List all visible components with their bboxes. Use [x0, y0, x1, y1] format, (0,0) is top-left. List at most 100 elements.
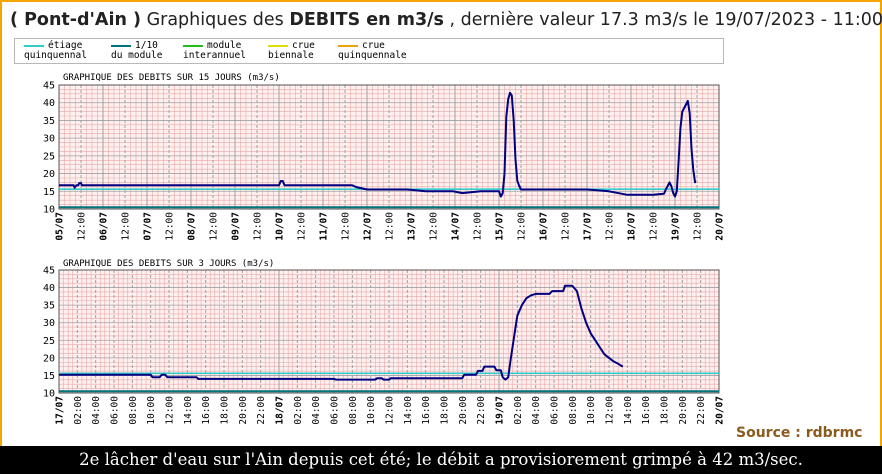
x-tick-label: 13/07: [407, 212, 418, 241]
title-prefix: Graphiques des: [141, 10, 290, 30]
x-tick-label: 16:00: [201, 396, 212, 425]
x-tick-label: 05/07: [55, 212, 66, 241]
legend-line2: interannuel: [183, 50, 246, 61]
legend-line1: étiage: [48, 40, 83, 51]
x-tick-label: 10:00: [366, 396, 377, 425]
x-tick-label: 10:00: [586, 396, 597, 425]
legend-swatch-crue-biennale: [268, 44, 288, 47]
y-tick-label: 25: [43, 336, 55, 347]
x-tick-label: 15/07: [495, 212, 506, 241]
y-tick-label: 30: [43, 318, 55, 329]
x-tick-label: 12:00: [561, 212, 572, 241]
x-tick-label: 12/07: [363, 212, 374, 241]
x-tick-label: 18:00: [660, 396, 671, 425]
legend-swatch-dixieme-module: [111, 44, 131, 47]
y-tick-label: 20: [43, 169, 55, 180]
x-tick-label: 04:00: [91, 396, 102, 425]
y-tick-label: 45: [43, 81, 55, 92]
x-tick-label: 12:00: [121, 212, 132, 241]
station-name: ( Pont-d'Ain ): [10, 10, 142, 30]
source-credit: Source : rdbrmc: [736, 425, 863, 441]
legend-line1: 1/10: [135, 40, 158, 51]
y-tick-label: 10: [43, 389, 55, 400]
x-tick-label: 19/07: [671, 212, 682, 241]
y-tick-label: 20: [43, 353, 55, 364]
y-tick-label: 30: [43, 134, 55, 145]
x-tick-label: 17/07: [583, 212, 594, 241]
legend-item-crue-quinquennale: crue quinquennale: [338, 41, 407, 61]
chart-title: GRAPHIQUE DES DEBITS SUR 3 JOURS (m3/s): [63, 259, 274, 269]
legend-item-etiage: étiage quinquennal: [24, 41, 87, 61]
x-tick-label: 02:00: [513, 396, 524, 425]
y-tick-label: 15: [43, 187, 55, 198]
x-tick-label: 06:00: [550, 396, 561, 425]
x-tick-label: 22:00: [696, 396, 707, 425]
chart-3-jours: GRAPHIQUE DES DEBITS SUR 3 JOURS (m3/s) 1…: [43, 259, 726, 425]
y-tick-label: 35: [43, 116, 55, 127]
x-tick-label: 08/07: [187, 212, 198, 241]
legend-line2: biennale: [268, 50, 314, 61]
x-tick-label: 12:00: [385, 396, 396, 425]
x-tick-label: 12:00: [605, 212, 616, 241]
legend-item-module: module interannuel: [183, 41, 246, 61]
x-tick-label: 08:00: [568, 396, 579, 425]
x-tick-label: 16/07: [539, 212, 550, 241]
legend-item-dixieme-module: 1/10 du module: [111, 41, 162, 61]
x-tick-label: 06:00: [330, 396, 341, 425]
x-tick-label: 20:00: [678, 396, 689, 425]
x-tick-label: 18:00: [220, 396, 231, 425]
chart-title: GRAPHIQUE DES DEBITS SUR 15 JOURS (m3/s): [63, 73, 280, 83]
x-tick-label: 10:00: [146, 396, 157, 425]
x-tick-label: 22:00: [256, 396, 267, 425]
x-tick-label: 16:00: [421, 396, 432, 425]
y-tick-label: 35: [43, 301, 55, 312]
x-tick-label: 02:00: [73, 396, 84, 425]
debit-series-line: [59, 91, 697, 198]
y-tick-label: 45: [43, 266, 55, 277]
x-tick-label: 20:00: [238, 396, 249, 425]
x-tick-label: 12:00: [649, 212, 660, 241]
page-title: ( Pont-d'Ain ) Graphiques des DEBITS en …: [10, 10, 882, 30]
debit-series-line: [59, 284, 624, 381]
x-tick-label: 12:00: [605, 396, 616, 425]
legend-line1: crue: [292, 40, 315, 51]
legend-line2: quinquennal: [24, 50, 87, 61]
x-tick-label: 09/07: [231, 212, 242, 241]
x-tick-label: 16:00: [641, 396, 652, 425]
legend-line2: du module: [111, 50, 163, 61]
chart-15-jours: GRAPHIQUE DES DEBITS SUR 15 JOURS (m3/s)…: [43, 73, 726, 241]
legend-line1: module: [207, 40, 242, 51]
x-tick-label: 14/07: [451, 212, 462, 241]
title-suffix: , dernière valeur 17.3 m3/s le 19/07/202…: [443, 10, 882, 30]
x-tick-label: 12:00: [473, 212, 484, 241]
x-tick-label: 12:00: [165, 212, 176, 241]
legend-swatch-etiage: [24, 44, 44, 47]
x-tick-label: 12:00: [165, 396, 176, 425]
x-tick-label: 12:00: [341, 212, 352, 241]
x-tick-label: 12:00: [209, 212, 220, 241]
plot-frame: [58, 269, 720, 394]
x-tick-label: 14:00: [403, 396, 414, 425]
x-tick-label: 12:00: [517, 212, 528, 241]
x-tick-label: 20/07: [715, 396, 726, 425]
x-tick-label: 18/07: [627, 212, 638, 241]
legend-swatch-crue-quinquennale: [338, 44, 358, 47]
x-tick-label: 02:00: [293, 396, 304, 425]
charts-canvas: GRAPHIQUE DES DEBITS SUR 15 JOURS (m3/s)…: [43, 73, 726, 425]
x-tick-label: 22:00: [476, 396, 487, 425]
y-tick-label: 25: [43, 151, 55, 162]
x-tick-label: 20/07: [715, 212, 726, 241]
y-tick-label: 10: [43, 205, 55, 216]
x-tick-label: 14:00: [623, 396, 634, 425]
legend-line1: crue: [362, 40, 385, 51]
x-tick-label: 18:00: [440, 396, 451, 425]
x-tick-label: 12:00: [297, 212, 308, 241]
y-tick-label: 15: [43, 371, 55, 382]
x-tick-label: 19/07: [495, 396, 506, 425]
x-tick-label: 12:00: [693, 212, 704, 241]
x-tick-label: 04:00: [311, 396, 322, 425]
x-tick-label: 12:00: [77, 212, 88, 241]
y-tick-label: 40: [43, 98, 55, 109]
plot-frame: [58, 84, 720, 210]
